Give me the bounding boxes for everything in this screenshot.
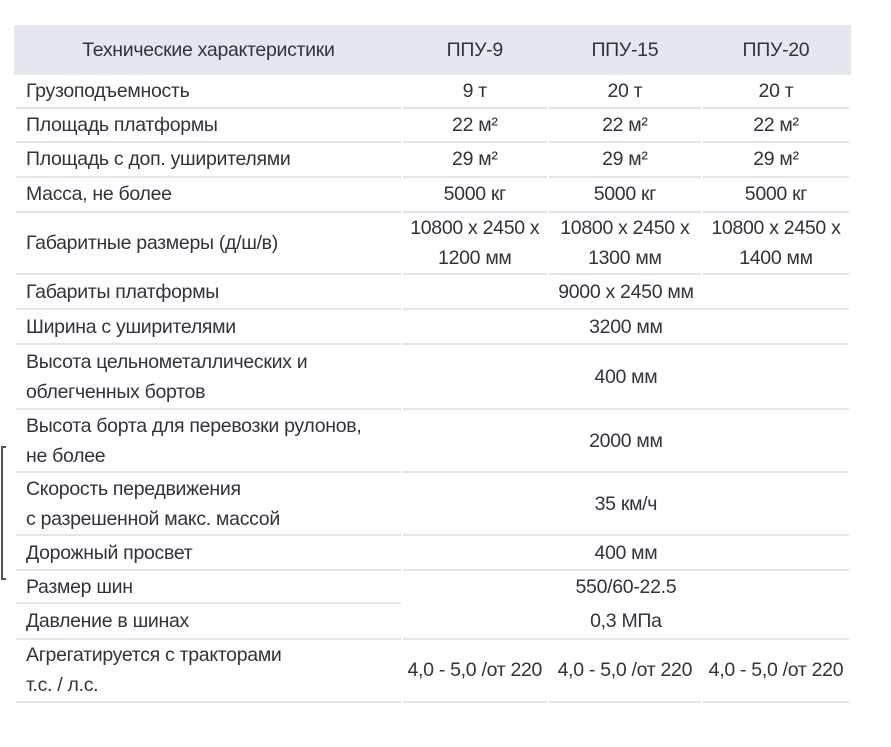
table-row: Высота цельнометаллических и облегченных… <box>16 345 849 411</box>
row-value: 29 м² <box>548 143 701 178</box>
table-row: Габариты платформы 9000 x 2450 мм <box>16 275 849 311</box>
row-value: 29 м² <box>402 143 547 178</box>
row-label: Площадь с доп. уширителями <box>16 143 401 178</box>
column-header-ppu-9: ППУ-9 <box>446 38 504 61</box>
table-row: Габаритные размеры (д/ш/в) 10800 x 2450 … <box>16 213 849 276</box>
row-label: Габаритные размеры (д/ш/в) <box>16 213 401 276</box>
table-row: Масса, не более 5000 кг 5000 кг 5000 кг <box>16 178 849 213</box>
column-header-ppu-15: ППУ-15 <box>591 38 659 61</box>
row-label: Скорость передвижения с разрешенной макс… <box>16 473 401 537</box>
row-value: 29 м² <box>702 143 849 178</box>
table-header: Технические характеристики ППУ-9 ППУ-15 … <box>16 25 849 75</box>
table-row: Агрегатируется с тракторами т.с. / л.с. … <box>16 640 849 703</box>
row-value: 4,0 - 5,0 /от 220 <box>402 640 547 703</box>
table-row: Площадь платформы 22 м² 22 м² 22 м² <box>16 109 849 143</box>
tire-pressure-value: 0,3 МПа <box>590 609 662 632</box>
table-row: Площадь с доп. уширителями 29 м² 29 м² 2… <box>16 143 849 178</box>
table-row: Давление в шинах <box>16 604 849 640</box>
row-value: 22 м² <box>548 109 701 143</box>
row-value: 22 м² <box>702 109 849 143</box>
row-label: Агрегатируется с тракторами т.с. / л.с. <box>16 640 401 703</box>
row-value: 5000 кг <box>548 178 701 213</box>
row-value: 20 т <box>702 75 849 109</box>
table-row: Высота борта для перевозки рулонов, не б… <box>16 410 849 474</box>
row-value-merged: 9000 x 2450 мм <box>402 275 849 311</box>
technical-specs-table: Технические характеристики ППУ-9 ППУ-15 … <box>14 25 851 703</box>
row-label: Высота цельнометаллических и облегченных… <box>16 345 401 411</box>
row-label: Габариты платформы <box>16 275 401 311</box>
row-value-merged: 2000 мм <box>402 410 849 474</box>
row-label: Масса, не более <box>16 178 401 213</box>
row-value-merged: 3200 мм <box>402 310 849 346</box>
row-label: Площадь платформы <box>16 109 401 143</box>
row-value: 4,0 - 5,0 /от 220 <box>548 640 701 703</box>
row-value: 20 т <box>548 75 701 109</box>
table-row: Грузоподъемность 9 т 20 т 20 т <box>16 75 849 109</box>
column-header-ppu-20: ППУ-20 <box>742 38 810 61</box>
header-row: Технические характеристики ППУ-9 ППУ-15 … <box>16 25 849 75</box>
row-value-merged: 400 мм <box>402 536 849 572</box>
row-value: 10800 x 2450 x 1400 мм <box>702 213 849 276</box>
tire-size-value: 550/60-22.5 <box>575 576 677 599</box>
row-label: Ширина с уширителями <box>16 310 401 346</box>
row-value: 4,0 - 5,0 /от 220 <box>702 640 849 703</box>
table-row: Ширина с уширителями 3200 мм <box>16 310 849 346</box>
row-value: 5000 кг <box>702 178 849 213</box>
row-value: 5000 кг <box>402 178 547 213</box>
row-value-merged-two-rows: 550/60-22.5 0,3 МПа <box>402 571 849 640</box>
row-label: Грузоподъемность <box>16 75 401 109</box>
table-row: Дорожный просвет 400 мм <box>16 536 849 572</box>
page-edge-mark <box>1 446 6 580</box>
row-value: 9 т <box>402 75 547 109</box>
row-label: Давление в шинах <box>16 604 401 640</box>
row-value-merged: 400 мм <box>402 345 849 411</box>
table-row: Скорость передвижения с разрешенной макс… <box>16 473 849 537</box>
row-label: Высота борта для перевозки рулонов, не б… <box>16 410 401 474</box>
row-label: Размер шин <box>16 571 401 605</box>
row-value: 10800 x 2450 x 1200 мм <box>402 213 547 276</box>
row-value-merged: 35 км/ч <box>402 473 849 537</box>
row-label: Дорожный просвет <box>16 536 401 572</box>
row-value: 22 м² <box>402 109 547 143</box>
table-row: Размер шин 550/60-22.5 0,3 МПа <box>16 571 849 640</box>
row-value: 10800 x 2450 x 1300 мм <box>548 213 701 276</box>
header-characteristics: Технические характеристики <box>82 38 335 61</box>
